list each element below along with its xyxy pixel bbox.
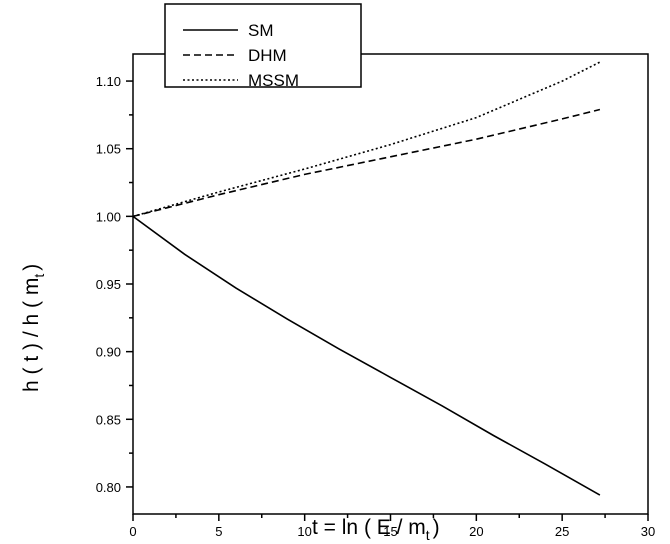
y-tick-label: 1.05 <box>96 142 121 157</box>
x-axis-label: t = ln ( E / mt) <box>312 516 440 543</box>
plot-area: 0 5 10 15 20 25 30 0.800.850.900.951.001.051.1… <box>96 54 656 539</box>
axis-ticks <box>126 81 648 521</box>
legend: SM DHM MSSM <box>165 4 361 90</box>
series-lines <box>133 62 600 495</box>
y-tick-labels: 0.80 0.85 0.90 0.95 1.00 1.05 1.10 <box>96 74 121 495</box>
y-tick-label: 1.10 <box>96 74 121 89</box>
y-tick-label: 0.85 <box>96 412 121 427</box>
plot-frame <box>133 54 648 514</box>
x-tick-label: 10 <box>297 524 311 539</box>
legend-label-dhm: DHM <box>248 46 287 65</box>
legend-label-mssm: MSSM <box>248 71 299 90</box>
y-tick-label: 0.80 <box>96 480 121 495</box>
x-tick-label: 20 <box>469 524 483 539</box>
x-tick-label: 0 <box>129 524 136 539</box>
y-tick-label: 0.95 <box>96 277 121 292</box>
x-tick-label: 30 <box>641 524 655 539</box>
y-tick-label: 0.90 <box>96 345 121 360</box>
series-line-sm <box>133 216 600 495</box>
y-axis-label: h ( t ) / h ( mt) <box>20 264 47 392</box>
series-line-dhm <box>133 110 600 217</box>
x-tick-label: 25 <box>555 524 569 539</box>
y-tick-label: 1.00 <box>96 209 121 224</box>
legend-label-sm: SM <box>248 21 274 40</box>
x-tick-label: 5 <box>215 524 222 539</box>
